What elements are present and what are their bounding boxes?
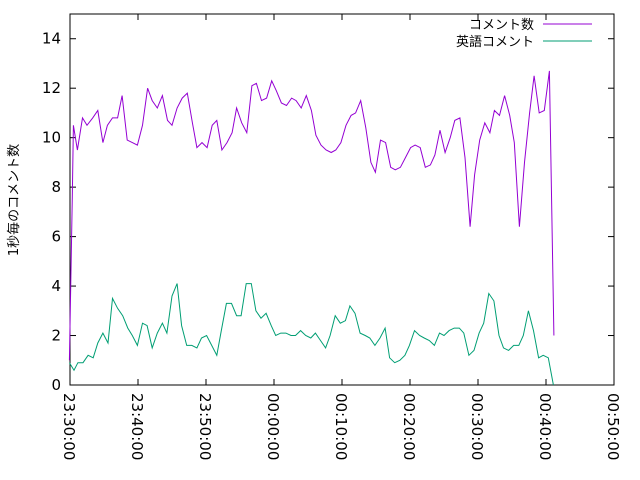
y-axis-ticks: 0 2 4 6 8 10 12 14 [42, 30, 614, 394]
x-tick-label: 00:40:00 [536, 393, 554, 460]
legend-label-0: コメント数 [469, 18, 534, 33]
x-tick-label: 23:30:00 [60, 393, 78, 460]
series-line-1 [68, 283, 554, 386]
y-tick-label: 12 [42, 79, 61, 97]
y-tick-label: 14 [42, 30, 61, 48]
y-tick-label: 4 [51, 277, 61, 295]
y-axis-label: 1秒毎のコメント数 [6, 144, 22, 256]
x-tick-label: 00:00:00 [264, 393, 282, 460]
x-tick-label: 00:30:00 [468, 393, 486, 460]
x-tick-label: 00:10:00 [332, 393, 350, 460]
legend-label-1: 英語コメント [456, 34, 534, 50]
series-lines [68, 70, 555, 386]
y-tick-label: 2 [51, 327, 61, 345]
x-tick-label: 00:20:00 [400, 393, 418, 460]
series-line-0 [68, 70, 555, 361]
y-tick-label: 6 [51, 228, 61, 246]
plot-frame [69, 13, 615, 386]
x-tick-label: 00:50:00 [604, 393, 622, 460]
x-axis-ticks: 23:30:00 23:40:00 23:50:00 00:00:00 00:10:00… [60, 14, 622, 460]
x-tick-label: 23:50:00 [196, 393, 214, 460]
y-tick-label: 8 [51, 178, 61, 196]
y-tick-label: 10 [42, 129, 61, 147]
x-tick-label: 23:40:00 [128, 393, 146, 460]
y-tick-label: 0 [51, 376, 61, 394]
